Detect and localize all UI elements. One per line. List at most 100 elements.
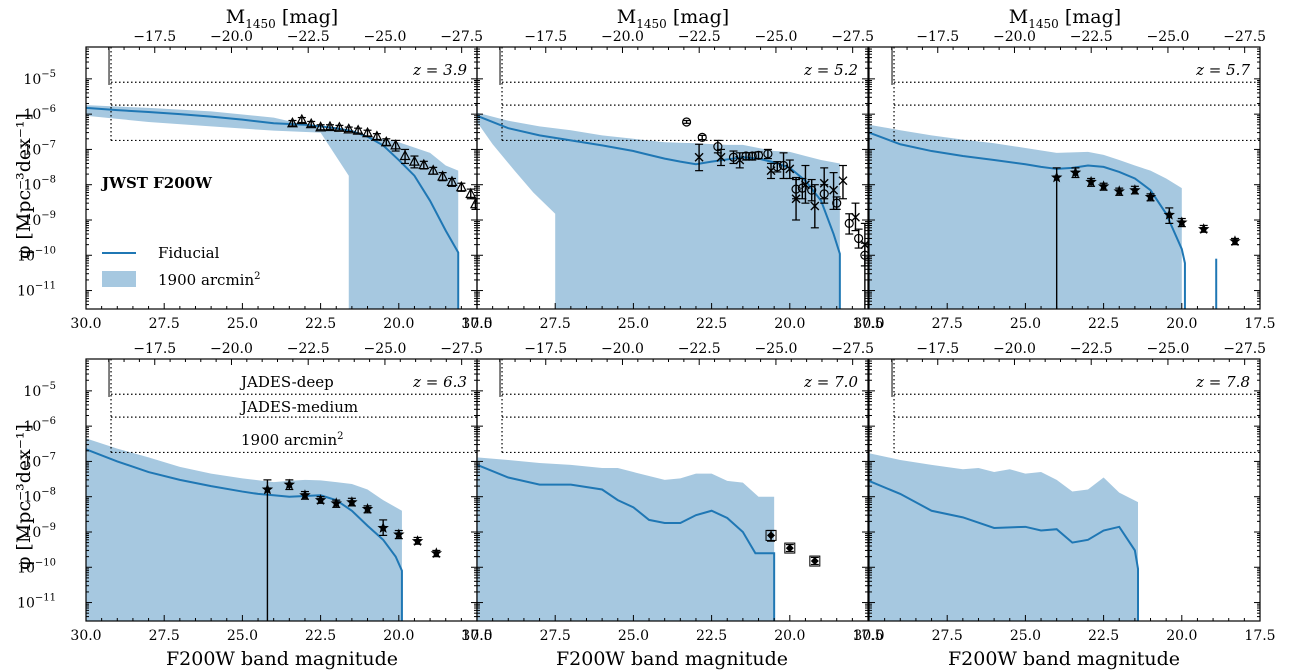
top-tick-label: −22.5: [1070, 341, 1113, 357]
x-tick-label: 25.0: [1010, 316, 1041, 332]
band-1900-arcmin2: [86, 438, 402, 621]
x-tick-label: 17.5: [852, 316, 883, 332]
top-axis-label: M1450 [mag]: [617, 6, 729, 31]
plot-area: [86, 47, 477, 309]
band-1900-arcmin2: [477, 457, 775, 621]
top-tick-label: −22.5: [287, 341, 330, 357]
data-point: [681, 117, 692, 127]
data-point: [1129, 184, 1141, 196]
y-tick-label: 10−5: [23, 381, 56, 400]
data-point: [728, 150, 739, 165]
data-point: [1144, 190, 1157, 202]
y-tick-exponent: −10: [35, 557, 56, 568]
data-point: [810, 184, 820, 229]
x-tick-label: 20.0: [774, 628, 805, 644]
triangle-marker: [315, 121, 327, 132]
circle-marker: [681, 117, 692, 127]
data-point: [766, 162, 776, 180]
y-tick-label: 10−5: [23, 69, 56, 88]
top-tick-label: −27.5: [831, 29, 874, 45]
y-tick-label: 10−11: [17, 593, 56, 612]
y-tick-exponent: −9: [41, 210, 56, 221]
y-tick-exponent: −9: [41, 522, 56, 533]
circle-marker: [832, 198, 842, 208]
top-tick-label: −25.0: [754, 341, 797, 357]
star-marker: [1176, 216, 1188, 228]
circle-marker: [713, 142, 723, 152]
panel-frame: [476, 46, 869, 310]
data-point: [446, 175, 458, 187]
data-point: [411, 535, 424, 547]
triangle-marker: [343, 123, 355, 134]
x-marker: [716, 152, 726, 162]
data-point: [296, 113, 308, 125]
x-marker: [810, 201, 820, 211]
redshift-label: z = 3.9: [412, 61, 467, 79]
x-tick-label: 30.0: [853, 316, 884, 332]
star-marker: [393, 528, 405, 540]
data-point: [765, 529, 777, 542]
star-marker: [1113, 185, 1125, 197]
top-tick-label: −20.0: [993, 341, 1036, 357]
x-tick-label: 22.5: [1088, 628, 1119, 644]
diamond-marker: [767, 531, 776, 540]
star-marker: [377, 521, 389, 533]
x-axis-label-1: F200W band magnitude: [166, 648, 398, 670]
triangle-marker: [352, 124, 364, 135]
x-tick-label: 30.0: [853, 628, 884, 644]
y-tick-exponent: −5: [41, 69, 56, 80]
data-point: [437, 170, 449, 182]
redshift-label: z = 6.3: [412, 373, 467, 391]
data-point: [305, 117, 317, 129]
x-marker: [850, 212, 860, 222]
star-marker: [1050, 171, 1063, 183]
triangle-marker: [408, 155, 420, 166]
triangle-marker: [465, 187, 477, 198]
triangle-marker: [437, 170, 449, 181]
x-tick-label: 22.5: [305, 628, 336, 644]
legend-band-label: 1900 arcmin2: [158, 271, 261, 289]
plot-area: [869, 359, 1260, 621]
top-tick-label: −27.5: [1223, 341, 1266, 357]
circle-marker: [741, 151, 751, 161]
top-tick-label: −22.5: [678, 341, 721, 357]
star-marker: [1197, 223, 1210, 235]
y-tick-exponent: −11: [35, 281, 56, 292]
triangle-marker: [469, 197, 477, 209]
star-marker: [411, 535, 424, 547]
redshift-label: z = 7.0: [803, 373, 858, 391]
x-marker: [785, 164, 795, 174]
x-tick-label: 20.0: [1166, 628, 1197, 644]
y-axis-label-bottom: φ [Mpc⁻³dex⁻¹]: [13, 424, 35, 570]
data-point: [716, 148, 726, 167]
top-tick-label: −20.0: [601, 341, 644, 357]
top-tick-label: −27.5: [440, 29, 483, 45]
data-point: [763, 148, 773, 160]
fiducial-curve: [86, 106, 460, 309]
plot-area: [86, 359, 477, 621]
data-point: [829, 172, 839, 210]
triangle-marker: [324, 120, 336, 132]
x-tick-label: 22.5: [696, 316, 727, 332]
circle-marker: [797, 183, 807, 193]
data-point: [283, 478, 296, 491]
triangle-marker: [296, 113, 308, 125]
redshift-label: z = 5.7: [1195, 61, 1250, 79]
data-point: [1176, 216, 1188, 228]
x-tick-label: 20.0: [774, 316, 805, 332]
triangle-marker: [418, 158, 430, 170]
panel-frame: [868, 358, 1261, 622]
circle-marker: [753, 150, 764, 160]
x-tick-label: 20.0: [383, 316, 414, 332]
data-point: [361, 502, 374, 514]
diamond-marker: [785, 544, 794, 553]
data-point: [324, 120, 336, 132]
x-marker: [735, 155, 745, 165]
circle-marker: [697, 132, 707, 142]
data-point: [1097, 180, 1110, 192]
x-tick-label: 20.0: [383, 628, 414, 644]
data-point: [377, 519, 389, 537]
data-point: [735, 152, 745, 169]
